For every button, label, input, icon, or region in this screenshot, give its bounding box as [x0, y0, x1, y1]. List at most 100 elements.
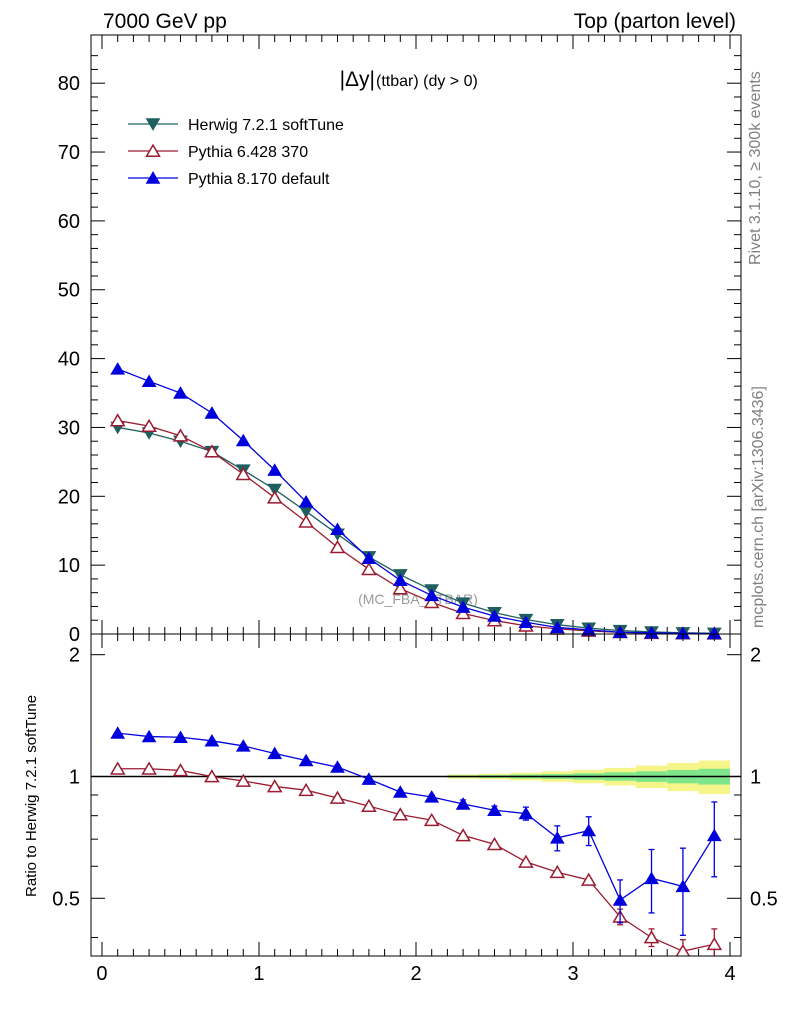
- main-data-point: [267, 483, 283, 497]
- ratio-data-point: [423, 812, 440, 827]
- ratio-uncertainty-band: [447, 760, 731, 795]
- main-y-tick-label: 60: [58, 211, 80, 233]
- main-y-tick-label: 0: [69, 624, 80, 646]
- ratio-y-tick-label-left: 1: [69, 766, 80, 788]
- legend-label: Pythia 8.170 default: [188, 171, 330, 188]
- ratio-data-point: [141, 761, 157, 775]
- ratio-data-point: [235, 739, 251, 752]
- legend-label: Herwig 7.2.1 softTune: [188, 117, 344, 134]
- main-data-point: [455, 600, 471, 613]
- ratio-y-tick-label-left: 0.5: [52, 888, 80, 910]
- legend-marker: [145, 118, 161, 131]
- x-tick-label: 3: [567, 963, 578, 985]
- legend-marker: [145, 143, 161, 157]
- main-data-point: [298, 514, 314, 528]
- ratio-data-point: [675, 943, 691, 956]
- main-y-tick-label: 70: [58, 142, 80, 164]
- ratio-data-point: [361, 798, 377, 813]
- ratio-data-point: [644, 871, 659, 885]
- plot-title-sub: (ttbar) (dy > 0): [376, 73, 478, 90]
- main-data-point: [172, 428, 189, 442]
- ratio-data-point: [235, 773, 252, 787]
- ratio-series-group: [109, 726, 723, 956]
- main-data-point: [518, 615, 534, 628]
- analysis-watermark: (MC_FBA_TTBAR): [358, 591, 478, 607]
- ratio-data-point: [424, 790, 440, 803]
- main-data-point: [109, 413, 126, 427]
- ratio-data-point: [361, 772, 377, 785]
- ratio-y-axis: 0.5 1 2 0.5 1 2: [52, 645, 778, 938]
- legend: Herwig 7.2.1 softTune Pythia 6.428 370 Pyt…: [128, 117, 344, 188]
- main-data-point: [392, 581, 409, 595]
- ratio-data-point: [518, 854, 534, 868]
- ratio-data-point: [141, 729, 157, 743]
- energy-label: 7000 GeV pp: [103, 10, 227, 33]
- ratio-data-point: [706, 828, 722, 842]
- ratio-data-point: [580, 872, 597, 886]
- main-data-point: [455, 606, 471, 620]
- main-y-tick-label: 10: [58, 555, 80, 577]
- ratio-data-point: [487, 803, 502, 816]
- main-data-point: [423, 594, 440, 609]
- ratio-data-point: [518, 806, 534, 820]
- ratio-series-1: [110, 726, 722, 936]
- ratio-data-point: [173, 730, 188, 743]
- main-data-point: [235, 466, 252, 481]
- ratio-data-point: [392, 785, 408, 798]
- main-data-point: [110, 362, 126, 375]
- ratio-data-point: [392, 807, 409, 821]
- ratio-data-point: [455, 797, 471, 810]
- legend-label: Pythia 6.428 370: [188, 144, 308, 161]
- x-tick-label: 4: [724, 963, 735, 985]
- main-plot-panel: 0 10 20 30 40 50 60 70 80 (MC_FBA_TTBAR) |Δy| (t…: [58, 34, 742, 646]
- main-data-point: [204, 444, 220, 458]
- legend-marker: [145, 171, 161, 184]
- main-y-tick-label: 30: [58, 417, 80, 439]
- ratio-x-axis: 0 1 2 3 4: [96, 634, 736, 985]
- main-data-point: [141, 418, 157, 433]
- ratio-data-point: [675, 879, 691, 893]
- main-data-point: [266, 490, 283, 504]
- ratio-data-point: [172, 763, 189, 777]
- main-data-point: [549, 620, 565, 634]
- ratio-data-point: [329, 790, 346, 804]
- ratio-y-tick-label-left: 2: [69, 645, 80, 667]
- rivet-label: Rivet 3.1.10, ≥ 300k events: [747, 71, 764, 265]
- ratio-data-point: [110, 726, 126, 739]
- main-y-tick-label: 50: [58, 280, 80, 302]
- main-data-point: [298, 494, 314, 508]
- ratio-data-point: [298, 782, 314, 797]
- main-data-point: [424, 588, 440, 602]
- ratio-series-line-0: [117, 768, 715, 952]
- ratio-data-point: [266, 779, 283, 793]
- mcplots-label: mcplots.cern.ch [arXiv:1306.3436]: [750, 386, 767, 628]
- ratio-series-line-1: [117, 732, 715, 902]
- ratio-y-tick-label-right: 0.5: [750, 888, 778, 910]
- ratio-plot-frame: [90, 633, 742, 957]
- plot-title-main: |Δy|: [340, 68, 375, 91]
- ratio-data-point: [549, 864, 566, 879]
- main-data-point: [392, 573, 408, 586]
- ratio-data-point: [706, 936, 723, 951]
- ratio-data-point: [109, 761, 126, 775]
- process-label: Top (parton level): [574, 10, 736, 33]
- main-y-tick-label: 80: [58, 73, 80, 95]
- main-data-point: [330, 522, 345, 536]
- ratio-data-point: [204, 733, 220, 747]
- ratio-data-point: [612, 893, 628, 906]
- main-data-point: [267, 463, 283, 476]
- main-data-point: [141, 374, 157, 388]
- ratio-data-point: [581, 823, 597, 837]
- ratio-data-point: [486, 836, 503, 851]
- ratio-data-point: [549, 831, 565, 844]
- main-y-tick-label: 40: [58, 349, 80, 371]
- x-tick-label: 2: [410, 963, 421, 985]
- main-series-group: [109, 362, 723, 641]
- main-data-point: [329, 539, 346, 554]
- ratio-y-label: Ratio to Herwig 7.2.1 softTune: [23, 695, 40, 897]
- ratio-data-point: [330, 760, 345, 773]
- x-tick-label: 0: [96, 963, 107, 985]
- main-y-axis: 0 10 20 30 40 50 60 70 80: [58, 55, 741, 646]
- main-data-point: [487, 609, 502, 622]
